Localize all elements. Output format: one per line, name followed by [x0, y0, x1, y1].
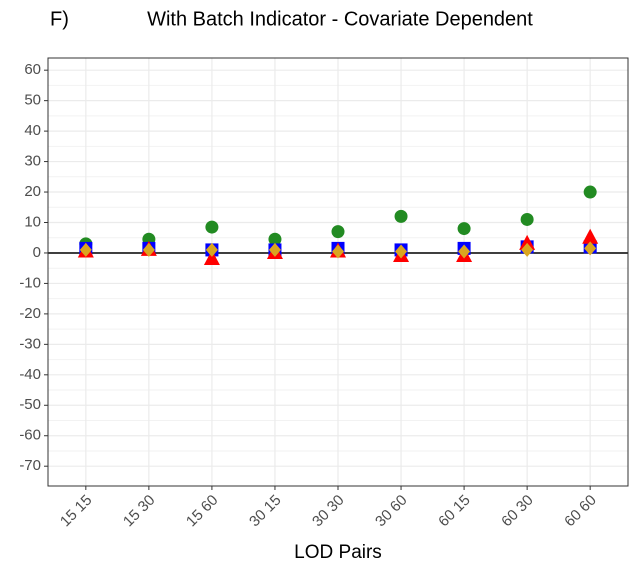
y-tick-label: -70 [19, 457, 41, 474]
chart-title: With Batch Indicator - Covariate Depende… [147, 8, 533, 30]
y-tick-label: -10 [19, 274, 41, 291]
point [268, 232, 282, 246]
x-tick-label: 60 15 [435, 492, 474, 531]
point [203, 250, 220, 266]
x-tick-label: 30 30 [309, 492, 348, 531]
point [332, 244, 344, 259]
y-tick-label: 60 [24, 61, 41, 78]
y-tick-label: 30 [24, 153, 41, 170]
y-tick-label: -60 [19, 427, 41, 444]
y-tick-label: 50 [24, 92, 41, 109]
x-tick-label: 15 15 [57, 492, 96, 531]
panel-border [47, 57, 629, 487]
point [205, 220, 219, 234]
point [584, 241, 597, 256]
point [268, 242, 281, 257]
y-tick-label: -30 [19, 335, 41, 352]
y-tick-label: -20 [19, 305, 41, 322]
point [521, 242, 534, 257]
point [394, 209, 408, 223]
point [582, 228, 599, 244]
point [142, 242, 155, 257]
point [458, 244, 471, 259]
x-tick-label: 60 60 [561, 492, 600, 531]
y-tick-label: 10 [24, 213, 41, 230]
y-tick-label: -40 [19, 366, 41, 383]
x-axis-label: LOD Pairs [294, 542, 382, 563]
x-tick-label: 15 30 [120, 492, 159, 531]
x-tick-label: 30 60 [372, 492, 411, 531]
point [520, 212, 534, 226]
point [457, 222, 471, 236]
x-tick-label: 30 15 [246, 492, 285, 531]
y-tick-label: -50 [19, 396, 41, 413]
point [519, 234, 536, 250]
point [395, 244, 408, 259]
point [205, 242, 218, 257]
panel-label: F) [50, 8, 69, 30]
point [79, 242, 92, 257]
point [583, 185, 597, 199]
point [331, 225, 345, 239]
y-tick-label: 40 [24, 122, 41, 139]
y-tick-label: 0 [33, 244, 41, 261]
x-tick-label: 60 30 [498, 492, 537, 531]
x-tick-label: 15 60 [183, 492, 222, 531]
y-tick-label: 20 [24, 183, 41, 200]
